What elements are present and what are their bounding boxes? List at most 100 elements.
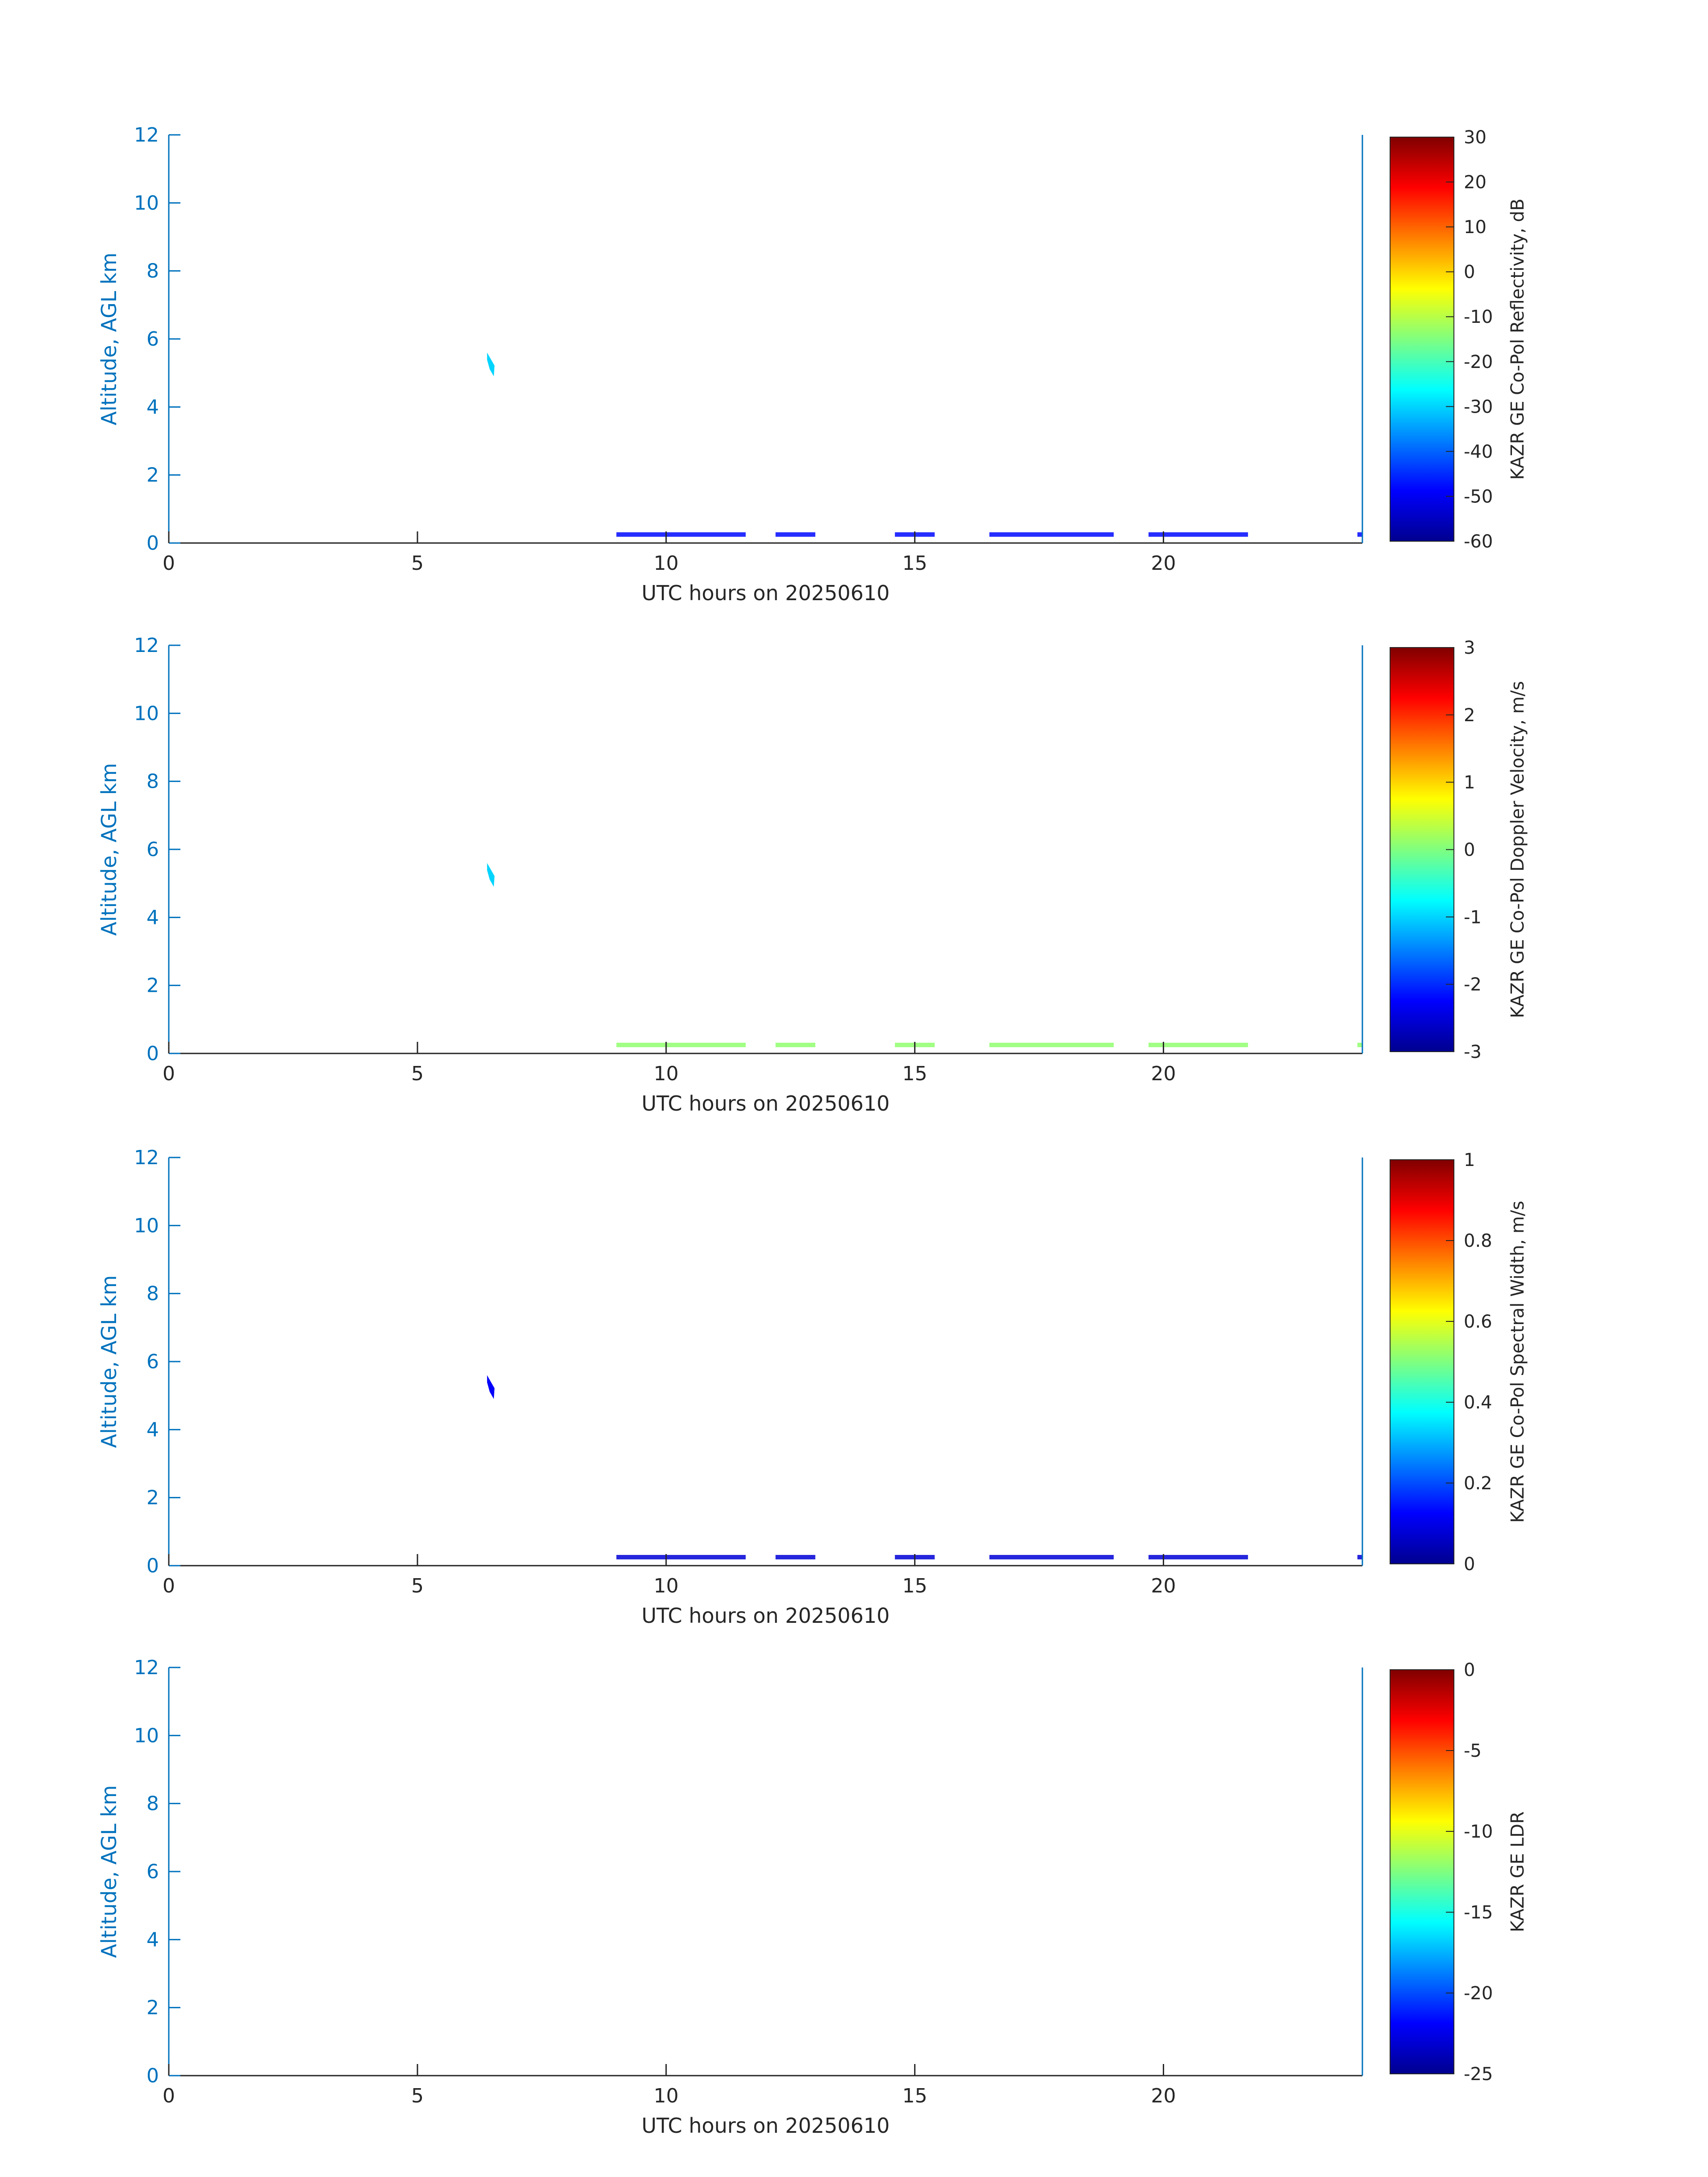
surface-return bbox=[775, 532, 815, 537]
surface-return bbox=[775, 1554, 815, 1559]
colorbar-tick-label: -20 bbox=[1464, 352, 1493, 372]
x-tick-label: 20 bbox=[1151, 552, 1176, 575]
colorbar-tick-label: 0.4 bbox=[1464, 1392, 1492, 1413]
y-axis-label: Altitude, AGL km bbox=[97, 1785, 121, 1958]
colorbar-tick-label: -10 bbox=[1464, 1822, 1493, 1842]
colorbar-tick-label: 0 bbox=[1464, 262, 1475, 283]
y-tick-label: 4 bbox=[146, 906, 159, 929]
echo-mark bbox=[487, 1375, 495, 1399]
y-tick-label: 12 bbox=[134, 1146, 159, 1169]
colorbar bbox=[1390, 648, 1454, 1052]
y-tick-label: 0 bbox=[146, 1042, 159, 1065]
colorbar-label: KAZR GE Co-Pol Spectral Width, m/s bbox=[1508, 1201, 1528, 1523]
y-tick-label: 8 bbox=[146, 1283, 159, 1305]
y-tick-label: 0 bbox=[146, 2064, 159, 2087]
x-tick-label: 10 bbox=[654, 552, 679, 575]
surface-return bbox=[989, 532, 1114, 537]
colorbar-tick-label: -15 bbox=[1464, 1902, 1493, 1923]
colorbar-tick-label: 2 bbox=[1464, 705, 1475, 726]
x-tick-label: 20 bbox=[1151, 1062, 1176, 1085]
colorbar-tick-label: 20 bbox=[1464, 172, 1487, 193]
colorbar-tick-label: -2 bbox=[1464, 974, 1482, 995]
colorbar-tick-label: 30 bbox=[1464, 127, 1487, 148]
colorbar-frame bbox=[1390, 1669, 1454, 2074]
y-tick-label: 6 bbox=[146, 1350, 159, 1373]
colorbar-tick-label: 10 bbox=[1464, 217, 1487, 238]
panel-1: 0 2 4 6 8 10 12 0 5 10 15 20 UTC hours on 20250610 Al… bbox=[97, 124, 1528, 605]
x-tick-label: 5 bbox=[411, 1062, 424, 1085]
x-tick-label: 15 bbox=[902, 1062, 927, 1085]
colorbar-tick-label: 0 bbox=[1464, 840, 1475, 861]
y-tick-label: 12 bbox=[134, 634, 159, 657]
x-axis-label: UTC hours on 20250610 bbox=[642, 1604, 890, 1628]
y-axis-label: Altitude, AGL km bbox=[97, 252, 121, 425]
colorbar-tick-label: -40 bbox=[1464, 442, 1493, 462]
y-tick-label: 2 bbox=[146, 974, 159, 997]
panel-4: 0 2 4 6 8 10 12 0 5 10 15 20 UTC hours on 20250610 Al… bbox=[97, 1656, 1528, 2138]
colorbar-frame bbox=[1390, 137, 1454, 542]
colorbar-tick-label: -30 bbox=[1464, 397, 1493, 417]
colorbar-tick-label: -25 bbox=[1464, 2064, 1493, 2085]
y-tick-label: 8 bbox=[146, 260, 159, 283]
surface-return bbox=[1148, 1042, 1248, 1047]
colorbar-label: KAZR GE LDR bbox=[1508, 1811, 1528, 1932]
colorbar-tick-label: 0.8 bbox=[1464, 1231, 1492, 1251]
echo-mark bbox=[487, 863, 495, 887]
y-tick-label: 12 bbox=[134, 124, 159, 146]
colorbar bbox=[1390, 137, 1454, 541]
y-axis-label: Altitude, AGL km bbox=[97, 1275, 121, 1448]
x-tick-label: 5 bbox=[411, 552, 424, 575]
colorbar-label: KAZR GE Co-Pol Reflectivity, dB bbox=[1508, 199, 1528, 480]
surface-return bbox=[616, 1554, 746, 1559]
colorbar-label: KAZR GE Co-Pol Doppler Velocity, m/s bbox=[1508, 681, 1528, 1018]
surface-return bbox=[989, 1042, 1114, 1047]
x-axis-label: UTC hours on 20250610 bbox=[642, 2114, 890, 2138]
y-tick-label: 10 bbox=[134, 702, 159, 725]
surface-return bbox=[989, 1554, 1114, 1559]
x-tick-label: 15 bbox=[902, 1575, 927, 1597]
colorbar-tick-label: -20 bbox=[1464, 1983, 1493, 2004]
y-tick-label: 8 bbox=[146, 770, 159, 793]
y-tick-label: 8 bbox=[146, 1793, 159, 1815]
surface-return bbox=[775, 1042, 815, 1047]
colorbar bbox=[1390, 1670, 1454, 2074]
x-tick-label: 0 bbox=[163, 1062, 175, 1085]
y-tick-label: 6 bbox=[146, 1860, 159, 1883]
x-tick-label: 10 bbox=[654, 1062, 679, 1085]
y-tick-label: 10 bbox=[134, 192, 159, 214]
colorbar-tick-label: 0.2 bbox=[1464, 1473, 1492, 1494]
x-axis-label: UTC hours on 20250610 bbox=[642, 581, 890, 605]
x-tick-label: 10 bbox=[654, 1575, 679, 1597]
colorbar bbox=[1390, 1160, 1454, 1564]
x-tick-label: 20 bbox=[1151, 1575, 1176, 1597]
colorbar-tick-label: -10 bbox=[1464, 307, 1493, 327]
surface-return bbox=[616, 1042, 746, 1047]
y-tick-label: 10 bbox=[134, 1724, 159, 1747]
x-tick-label: 20 bbox=[1151, 2085, 1176, 2107]
y-tick-label: 4 bbox=[146, 1418, 159, 1441]
colorbar-tick-label: 0.6 bbox=[1464, 1312, 1492, 1332]
colorbar-tick-label: -50 bbox=[1464, 486, 1493, 507]
x-axis-label: UTC hours on 20250610 bbox=[642, 1091, 890, 1116]
colorbar-tick-label: -1 bbox=[1464, 907, 1482, 928]
echo-mark bbox=[487, 352, 495, 376]
x-tick-label: 0 bbox=[163, 2085, 175, 2107]
surface-return bbox=[1357, 532, 1362, 537]
colorbar-frame bbox=[1390, 1159, 1454, 1564]
x-tick-label: 15 bbox=[902, 552, 927, 575]
y-tick-label: 4 bbox=[146, 1928, 159, 1951]
colorbar-tick-label: -60 bbox=[1464, 531, 1493, 552]
x-tick-label: 5 bbox=[411, 2085, 424, 2107]
surface-return bbox=[1357, 1042, 1362, 1047]
colorbar-tick-label: 3 bbox=[1464, 638, 1475, 658]
colorbar-tick-label: 1 bbox=[1464, 1150, 1475, 1170]
colorbar-tick-label: 1 bbox=[1464, 773, 1475, 793]
y-tick-label: 6 bbox=[146, 328, 159, 351]
y-tick-label: 6 bbox=[146, 838, 159, 861]
surface-return bbox=[1148, 1554, 1248, 1559]
x-tick-label: 15 bbox=[902, 2085, 927, 2107]
colorbar-tick-label: -3 bbox=[1464, 1042, 1482, 1062]
x-tick-label: 5 bbox=[411, 1575, 424, 1597]
